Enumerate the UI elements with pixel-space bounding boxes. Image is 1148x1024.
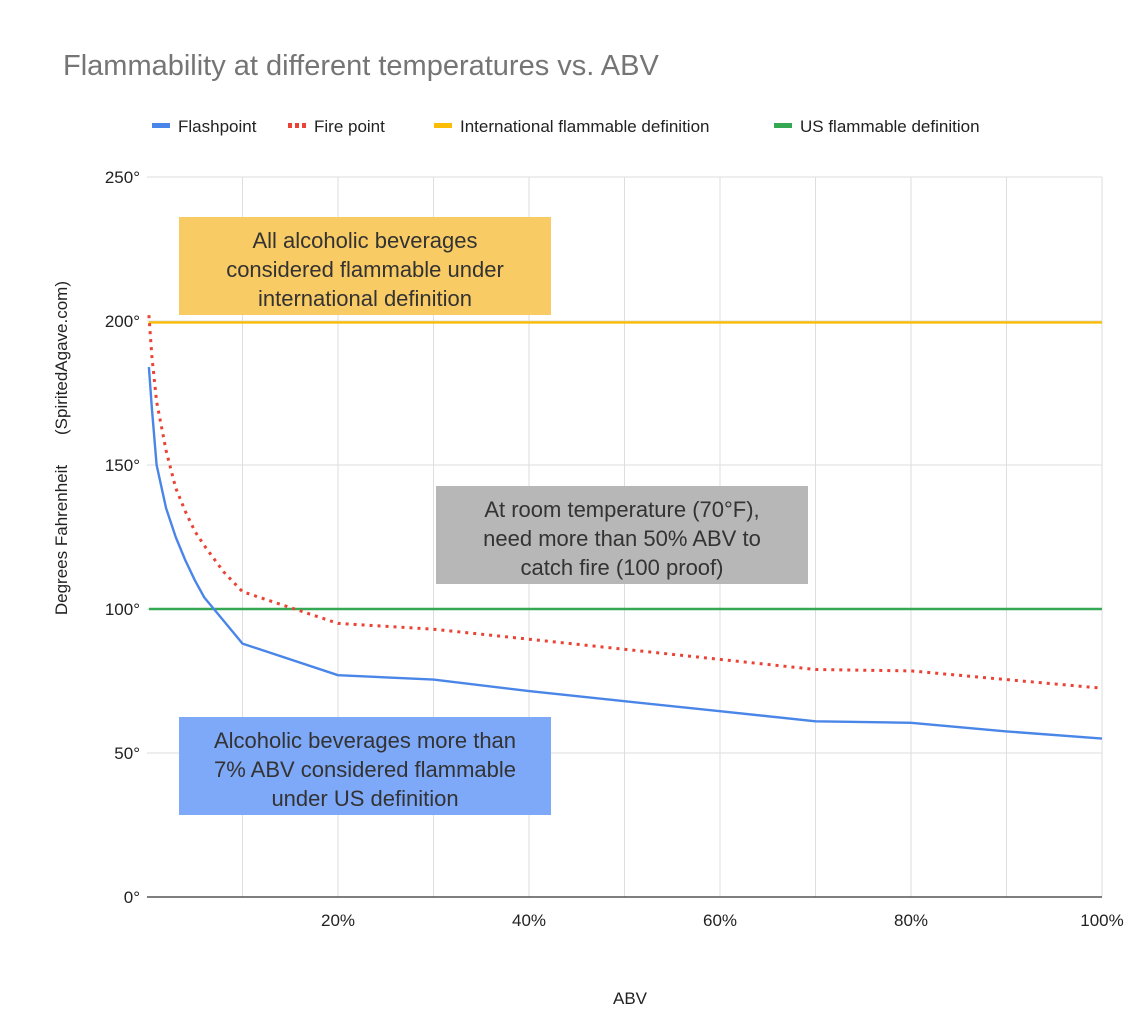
legend-item-fire-point: Fire point	[288, 117, 385, 136]
annotations: All alcoholic beverages considered flamma…	[179, 217, 808, 815]
x-tick-label: 100%	[1080, 911, 1123, 930]
x-axis-label: ABV	[613, 989, 648, 1008]
legend-label: International flammable definition	[460, 117, 709, 136]
legend-item-us-flammable-definition: US flammable definition	[774, 117, 980, 136]
legend-swatch	[152, 123, 170, 128]
annotation-text: catch fire (100 proof)	[521, 555, 724, 580]
y-tick-label: 100°	[105, 600, 140, 619]
series-line-fire-point	[147, 315, 1103, 690]
legend-swatch	[295, 123, 299, 128]
annotation-box: All alcoholic beverages considered flamma…	[179, 217, 551, 315]
legend-swatch	[774, 123, 792, 128]
legend-item-flashpoint: Flashpoint	[152, 117, 257, 136]
annotation-text: need more than 50% ABV to	[483, 526, 761, 551]
y-axis-label: Degrees Fahrenheit	[52, 465, 71, 616]
annotation-text: international definition	[258, 286, 472, 311]
x-tick-label: 60%	[703, 911, 737, 930]
x-tick-label: 80%	[894, 911, 928, 930]
annotation-text: At room temperature (70°F),	[484, 497, 759, 522]
annotation-background	[179, 717, 551, 815]
y-axis-label-source: (SpiritedAgave.com)	[52, 281, 71, 435]
legend-swatch	[434, 123, 452, 128]
legend-item-international-flammable-definition: International flammable definition	[434, 117, 709, 136]
series-line-flashpoint	[147, 367, 1103, 740]
legend-label: Flashpoint	[178, 117, 257, 136]
annotation-text: 7% ABV considered flammable	[214, 757, 516, 782]
chart-title: Flammability at different temperatures v…	[63, 50, 659, 82]
annotation-box: At room temperature (70°F), need more tha…	[436, 486, 808, 584]
y-tick-label: 200°	[105, 312, 140, 331]
legend-label: Fire point	[314, 117, 385, 136]
annotation-background	[179, 217, 551, 315]
legend-swatch	[288, 123, 292, 128]
annotation-text: Alcoholic beverages more than	[214, 728, 516, 753]
y-tick-label: 150°	[105, 456, 140, 475]
annotation-text: under US definition	[271, 786, 458, 811]
y-tick-label: 0°	[124, 888, 140, 907]
legend-swatch	[302, 123, 306, 128]
x-tick-label: 40%	[512, 911, 546, 930]
axis-ticks: 0° 50° 100° 150° 200° 250° 20% 40% 60% 80% 100%	[105, 168, 1124, 930]
annotation-background	[436, 486, 808, 584]
legend: Flashpoint Fire point International flamma…	[152, 117, 980, 136]
y-tick-label: 250°	[105, 168, 140, 187]
annotation-text: considered flammable under	[226, 257, 504, 282]
legend-label: US flammable definition	[800, 117, 980, 136]
y-tick-label: 50°	[114, 744, 140, 763]
annotation-box: Alcoholic beverages more than 7% ABV cons…	[179, 717, 551, 815]
x-tick-label: 20%	[321, 911, 355, 930]
annotation-text: All alcoholic beverages	[252, 228, 477, 253]
series-lines	[147, 315, 1103, 740]
